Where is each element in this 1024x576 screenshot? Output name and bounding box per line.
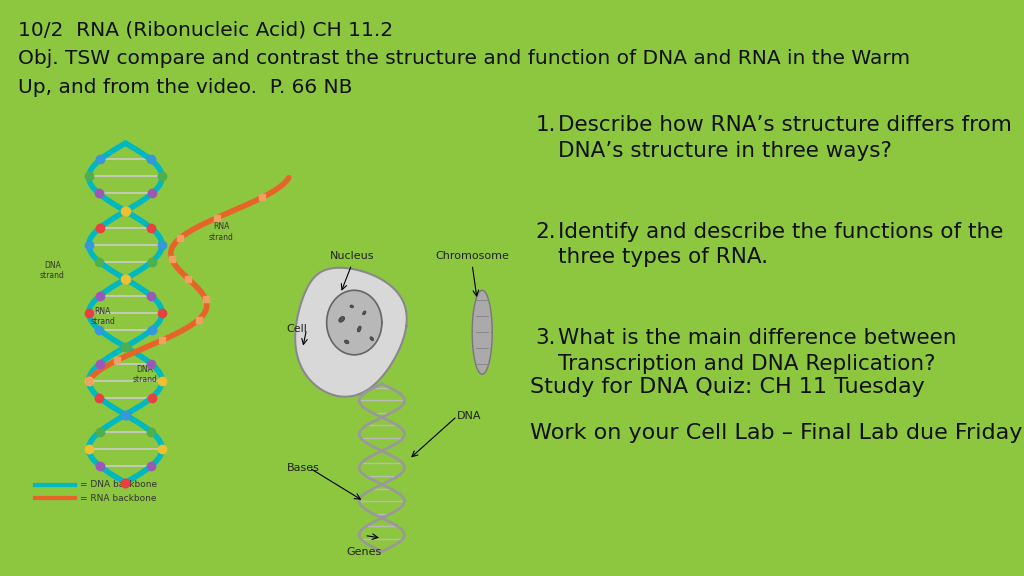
Text: Describe how RNA’s structure differs from
DNA’s structure in three ways?: Describe how RNA’s structure differs fro… (558, 115, 1012, 161)
Text: Genes: Genes (347, 547, 382, 556)
Polygon shape (327, 290, 382, 355)
Text: 2.: 2. (536, 222, 556, 242)
Text: Chromosome: Chromosome (435, 252, 509, 262)
Ellipse shape (350, 305, 353, 308)
Text: = DNA backbone: = DNA backbone (80, 480, 158, 489)
Text: Obj. TSW compare and contrast the structure and function of DNA and RNA in the W: Obj. TSW compare and contrast the struct… (18, 49, 910, 68)
Text: RNA
strand: RNA strand (209, 222, 233, 241)
Ellipse shape (370, 337, 374, 340)
Text: DNA
strand: DNA strand (133, 365, 158, 384)
Text: Cell: Cell (287, 324, 307, 334)
Text: 1.: 1. (536, 115, 556, 135)
Polygon shape (472, 290, 493, 374)
Text: 10/2  RNA (Ribonucleic Acid) CH 11.2: 10/2 RNA (Ribonucleic Acid) CH 11.2 (18, 20, 393, 39)
Text: DNA
strand: DNA strand (40, 261, 65, 280)
Text: Nucleus: Nucleus (330, 252, 374, 262)
Text: = RNA backbone: = RNA backbone (80, 494, 157, 503)
Text: Bases: Bases (287, 463, 319, 473)
Ellipse shape (340, 316, 344, 323)
Text: Identify and describe the functions of the
three types of RNA.: Identify and describe the functions of t… (558, 222, 1004, 267)
Ellipse shape (357, 327, 361, 332)
Text: DNA: DNA (457, 411, 481, 421)
Polygon shape (295, 268, 407, 397)
Text: RNA
strand: RNA strand (90, 307, 116, 327)
Text: What is the main difference between
Transcription and DNA Replication?: What is the main difference between Tran… (558, 328, 956, 374)
Ellipse shape (362, 312, 367, 314)
Ellipse shape (345, 339, 348, 345)
Text: Study for DNA Quiz: CH 11 Tuesday: Study for DNA Quiz: CH 11 Tuesday (530, 377, 925, 397)
Text: 3.: 3. (536, 328, 556, 348)
Text: Work on your Cell Lab – Final Lab due Friday: Work on your Cell Lab – Final Lab due Fr… (530, 423, 1023, 444)
Text: Up, and from the video.  P. 66 NB: Up, and from the video. P. 66 NB (18, 78, 353, 97)
